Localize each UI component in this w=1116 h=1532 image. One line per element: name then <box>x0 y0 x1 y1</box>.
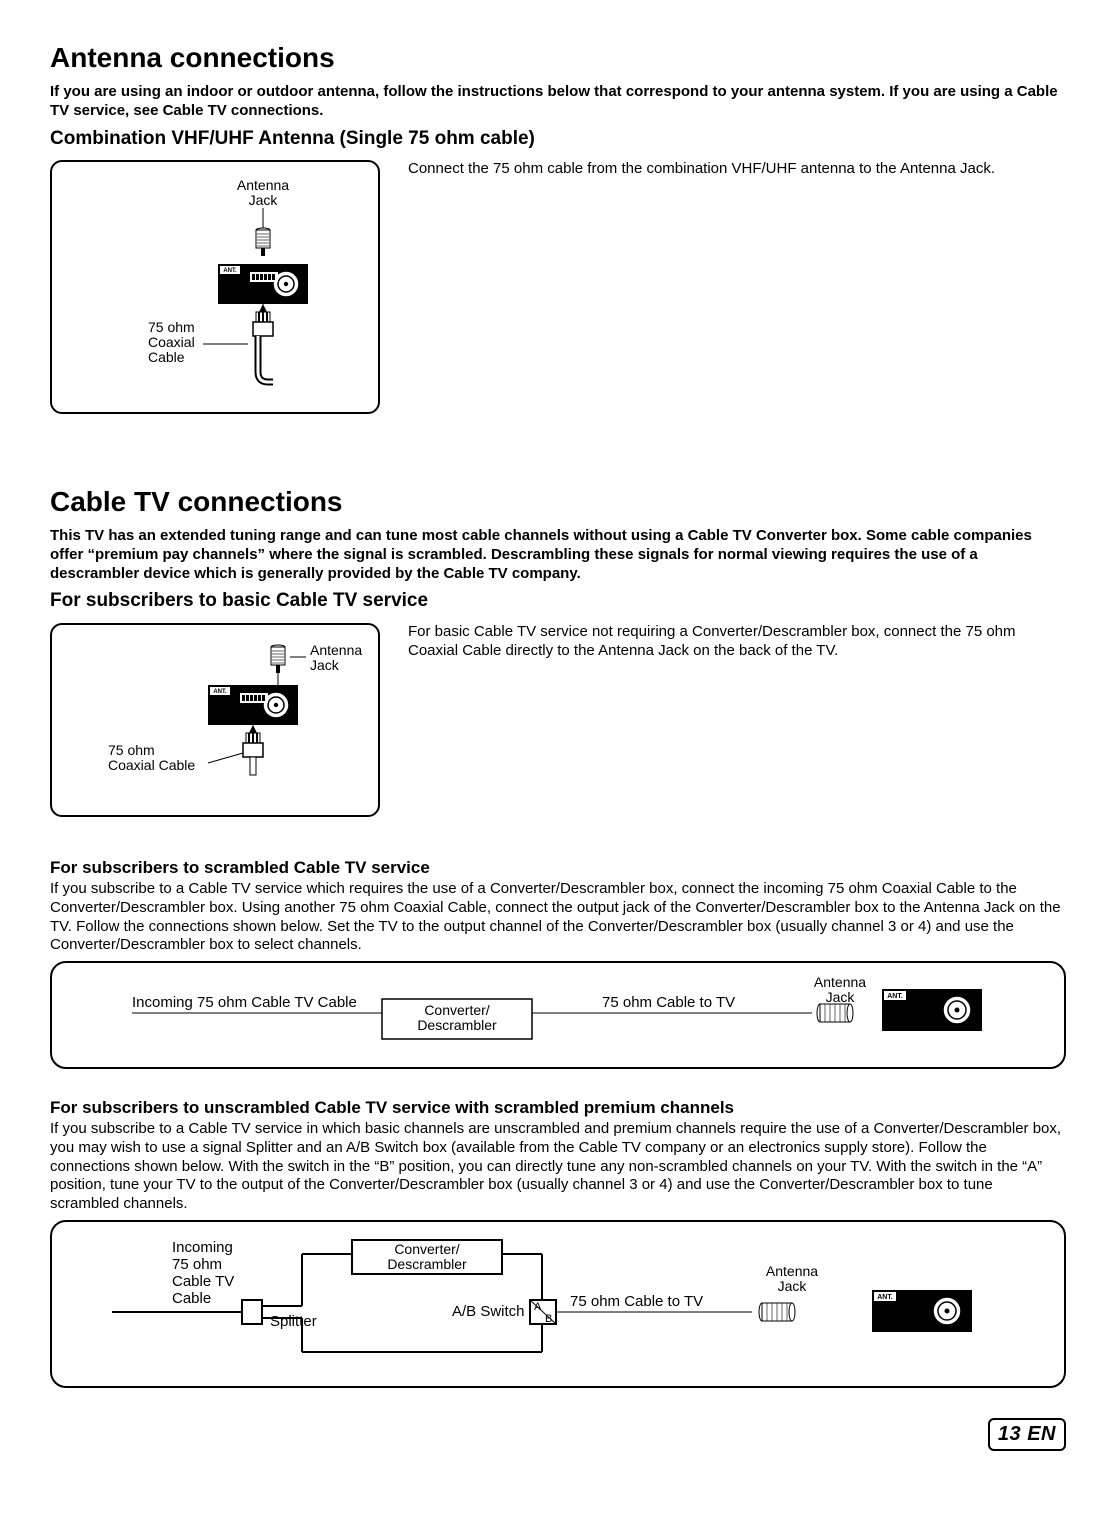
tv-back-icon: ANT. <box>882 989 982 1031</box>
fig4-inc-l4: Cable <box>172 1290 211 1307</box>
fig2-antjack-l2: Jack <box>310 657 340 673</box>
fig4-conv-l2: Descrambler <box>387 1256 467 1272</box>
fig2-coax-l1: 75 ohm <box>108 742 155 758</box>
fig1-antjack-l1: Antenna <box>237 177 289 193</box>
tv-back-icon: ANT. <box>218 264 308 304</box>
svg-text:75 ohmCoaxial Cable: 75 ohmCoaxial Cable <box>108 742 195 773</box>
fig4-absw: A/B Switch <box>452 1303 525 1320</box>
coax-plug-icon <box>271 645 285 673</box>
section2-sub1-title: For subscribers to basic Cable TV servic… <box>50 589 1066 613</box>
ant-label: ANT. <box>223 268 237 274</box>
section1-sub1-desc: Connect the 75 ohm cable from the combin… <box>408 160 1066 179</box>
fig3-incoming: Incoming 75 ohm Cable TV Cable <box>132 994 357 1011</box>
fig2-antjack-l1: Antenna <box>310 642 362 658</box>
svg-text:AntennaJack: AntennaJack <box>766 1263 818 1294</box>
coax-side-icon <box>759 1303 795 1321</box>
figure-vhf-uhf: AntennaJack ANT. <box>50 160 380 414</box>
svg-text:AntennaJack: AntennaJack <box>310 642 362 673</box>
section2-sub3-title: For subscribers to unscrambled Cable TV … <box>50 1097 1066 1118</box>
fig4-totv: 75 ohm Cable to TV <box>570 1293 703 1310</box>
section1-intro: If you are using an indoor or outdoor an… <box>50 83 1066 121</box>
fig3-conv-l1: Converter/ <box>424 1002 489 1018</box>
section2-sub1-desc: For basic Cable TV service not requiring… <box>408 623 1066 661</box>
fig4-aj-l1: Antenna <box>766 1263 818 1279</box>
fig3-totv: 75 ohm Cable to TV <box>602 994 735 1011</box>
page-number: 13 EN <box>988 1418 1066 1451</box>
svg-text:75 ohmCoaxialCable: 75 ohmCoaxialCable <box>148 319 195 365</box>
fig1-coax-l1: 75 ohm <box>148 319 195 335</box>
section2-sub2-title: For subscribers to scrambled Cable TV se… <box>50 857 1066 878</box>
svg-text:Incoming75 ohmCable TVCable: Incoming75 ohmCable TVCable <box>172 1239 234 1307</box>
fig3-conv-l2: Descrambler <box>417 1017 497 1033</box>
coax-plug-icon <box>256 228 270 256</box>
section1-sub1-title: Combination VHF/UHF Antenna (Single 75 o… <box>50 127 1066 151</box>
fig4-inc-l3: Cable TV <box>172 1273 234 1290</box>
fig4-splitter: Splitter <box>270 1313 317 1330</box>
coax-plug2-icon <box>243 733 263 775</box>
fig4-conv-l1: Converter/ <box>394 1241 459 1257</box>
svg-text:AntennaJack: AntennaJack <box>237 177 289 208</box>
fig4-a: A <box>534 1301 542 1313</box>
tv-back-icon: ANT. <box>872 1290 972 1332</box>
fig4-b: B <box>545 1313 552 1325</box>
section2-title: Cable TV connections <box>50 484 1066 519</box>
ant-label: ANT. <box>887 993 903 1000</box>
svg-text:Converter/Descrambler: Converter/Descrambler <box>417 1002 497 1033</box>
ant-label: ANT. <box>213 689 227 695</box>
fig1-coax-l3: Cable <box>148 349 185 365</box>
svg-text:AntennaJack: AntennaJack <box>814 975 866 1005</box>
figure-unscrambled-premium: Incoming75 ohmCable TVCable Splitter Con… <box>50 1220 1066 1388</box>
section2-intro: This TV has an extended tuning range and… <box>50 527 1066 583</box>
tv-back-icon: ANT. <box>208 685 298 725</box>
fig4-aj-l2: Jack <box>778 1278 808 1294</box>
figure-basic-cable: AntennaJack ANT. <box>50 623 380 817</box>
fig4-inc-l1: Incoming <box>172 1239 233 1256</box>
coax-cable-icon <box>253 312 273 382</box>
ant-label: ANT. <box>877 1294 893 1301</box>
fig3-aj-l1: Antenna <box>814 975 866 990</box>
svg-text:Converter/Descrambler: Converter/Descrambler <box>387 1241 467 1272</box>
fig3-aj-l2: Jack <box>826 989 856 1005</box>
section1-title: Antenna connections <box>50 40 1066 75</box>
fig2-coax-l2: Coaxial Cable <box>108 757 195 773</box>
fig1-coax-l2: Coaxial <box>148 334 195 350</box>
section2-sub3-desc: If you subscribe to a Cable TV service i… <box>50 1120 1066 1214</box>
section2-sub2-desc: If you subscribe to a Cable TV service w… <box>50 880 1066 955</box>
figure-scrambled: Incoming 75 ohm Cable TV Cable Converter… <box>50 961 1066 1069</box>
fig4-inc-l2: 75 ohm <box>172 1256 222 1273</box>
coax-side-icon <box>817 1004 853 1022</box>
fig1-antjack-l2: Jack <box>249 192 279 208</box>
